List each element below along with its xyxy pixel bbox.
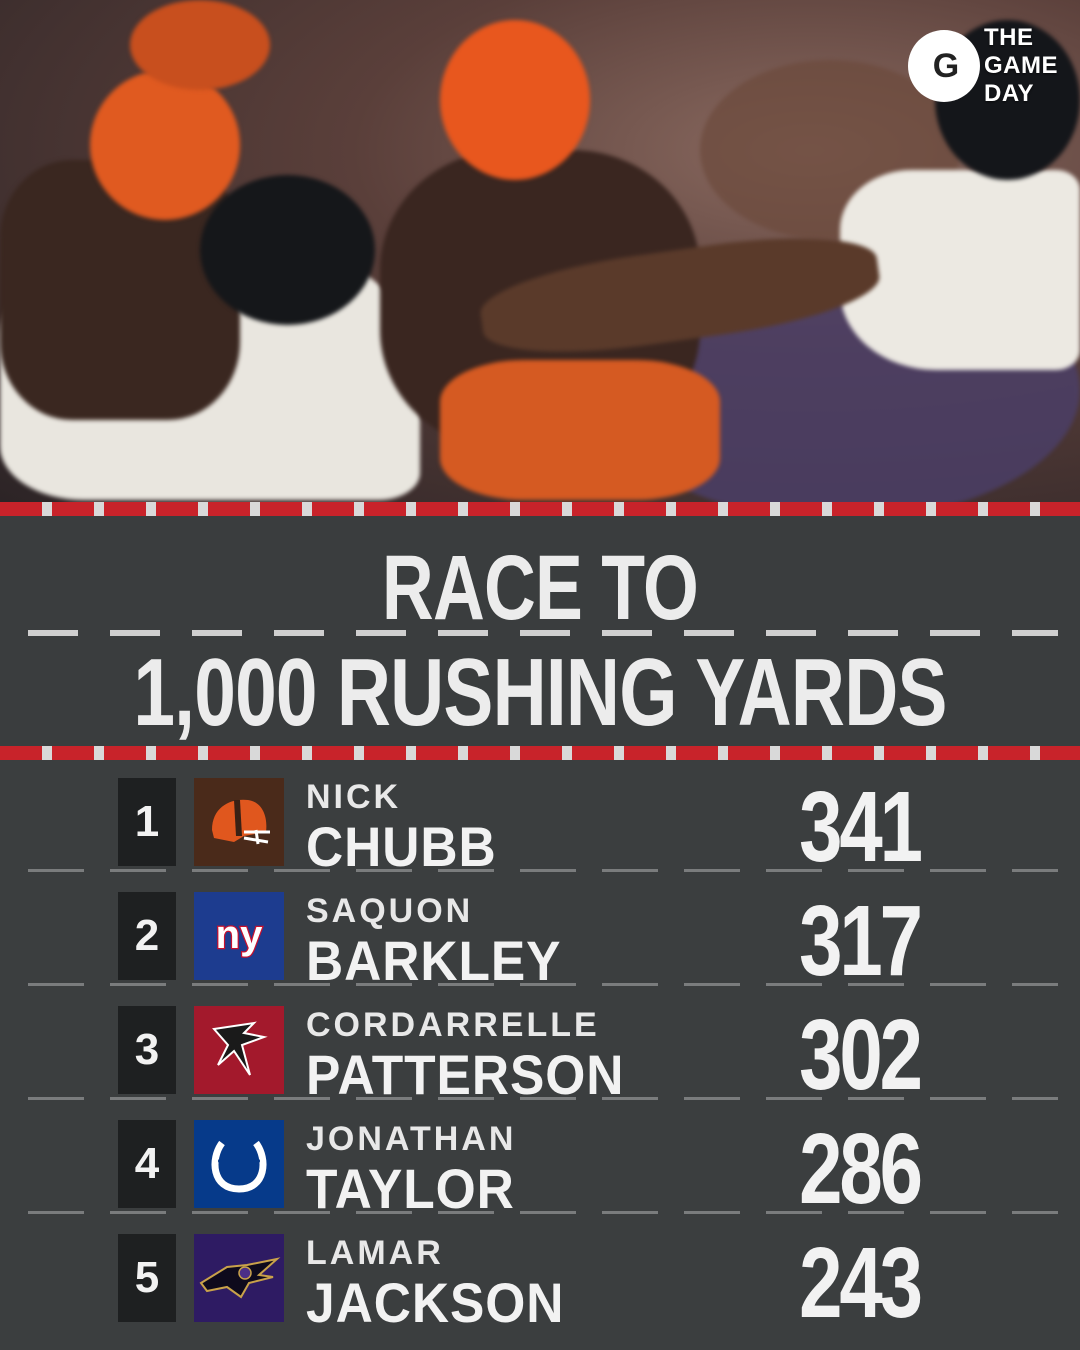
player-first-name: JONATHAN bbox=[306, 1120, 517, 1158]
player-last-name: PATTERSON bbox=[306, 1043, 625, 1106]
giants-ny-icon: ny bbox=[194, 892, 284, 980]
leaderboard-row: 5 LAMAR JACKSON 243 bbox=[0, 1216, 1080, 1339]
leaderboard: 1 NICK CHUBB 341 2 ny SAQUON BARKLEY bbox=[0, 760, 1080, 1350]
player-first-name: LAMAR bbox=[306, 1234, 444, 1272]
brand-logo: G THE GAME DAY bbox=[908, 24, 1058, 108]
rushing-yards: 302 bbox=[799, 999, 923, 1111]
rushing-yards: 341 bbox=[799, 771, 923, 883]
player-last-name: CHUBB bbox=[306, 815, 497, 878]
title-line-1: RACE TO bbox=[381, 537, 699, 639]
player-last-name: BARKLEY bbox=[306, 929, 562, 992]
rank-badge: 1 bbox=[118, 778, 176, 866]
title-block: RACE TO 1,000 RUSHING YARDS bbox=[0, 516, 1080, 746]
player-first-name: SAQUON bbox=[306, 892, 474, 930]
player-first-name: CORDARRELLE bbox=[306, 1006, 600, 1044]
row-divider bbox=[28, 1097, 1058, 1100]
rank-badge: 2 bbox=[118, 892, 176, 980]
leaderboard-row: 2 ny SAQUON BARKLEY 317 bbox=[0, 874, 1080, 997]
player-last-name: TAYLOR bbox=[306, 1157, 515, 1220]
row-divider bbox=[28, 983, 1058, 986]
brand-wordmark: THE GAME DAY bbox=[984, 24, 1058, 107]
title-dashed-rule bbox=[28, 630, 1058, 636]
row-divider bbox=[28, 1211, 1058, 1214]
row-divider bbox=[28, 869, 1058, 872]
falcons-icon bbox=[194, 1006, 284, 1094]
svg-text:ny: ny bbox=[216, 913, 263, 957]
stripe-divider-middle bbox=[0, 746, 1080, 760]
leaderboard-row: 4 JONATHAN TAYLOR 286 bbox=[0, 1102, 1080, 1225]
hero-photo: G THE GAME DAY bbox=[0, 0, 1080, 502]
rushing-yards: 286 bbox=[799, 1113, 923, 1225]
leaderboard-row: 1 NICK CHUBB 341 bbox=[0, 760, 1080, 883]
player-last-name: JACKSON bbox=[306, 1271, 565, 1334]
stripe-divider-top bbox=[0, 502, 1080, 516]
rank-badge: 4 bbox=[118, 1120, 176, 1208]
rushing-yards: 317 bbox=[799, 885, 923, 997]
player-first-name: NICK bbox=[306, 778, 402, 816]
game-day-logo-icon: G bbox=[908, 30, 980, 102]
leaderboard-row: 3 CORDARRELLE PATTERSON 302 bbox=[0, 988, 1080, 1111]
rank-badge: 3 bbox=[118, 1006, 176, 1094]
browns-helmet-icon bbox=[194, 778, 284, 866]
rushing-yards: 243 bbox=[799, 1227, 923, 1339]
ravens-icon bbox=[194, 1234, 284, 1322]
title-line-2: 1,000 RUSHING YARDS bbox=[133, 639, 947, 746]
rank-badge: 5 bbox=[118, 1234, 176, 1322]
colts-horseshoe-icon bbox=[194, 1120, 284, 1208]
